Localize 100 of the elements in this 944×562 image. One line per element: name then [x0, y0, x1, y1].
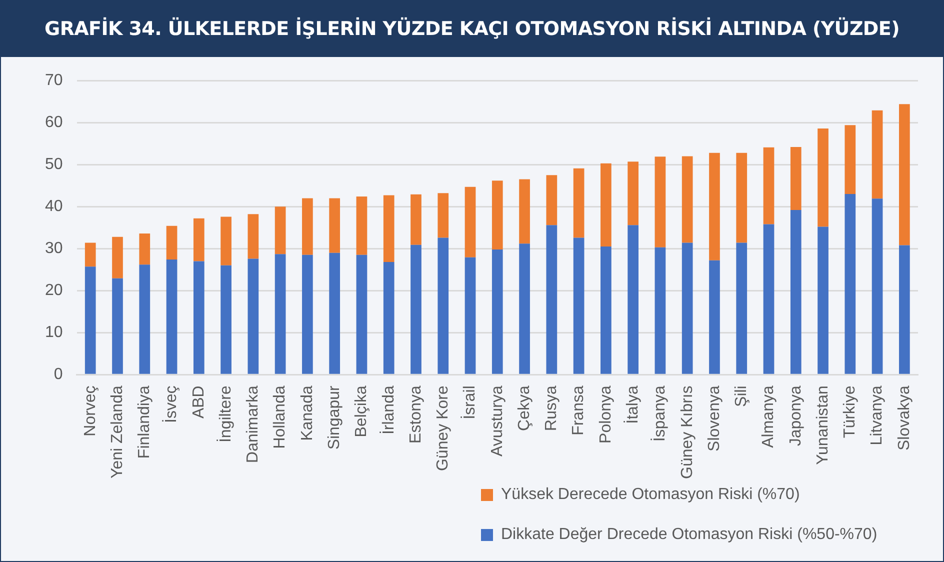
- x-tick-label: Çekya: [516, 386, 533, 431]
- bar: [220, 265, 232, 374]
- x-tick-label: Avusturya: [488, 386, 506, 456]
- bar: [818, 128, 828, 227]
- bar: [383, 195, 394, 262]
- bar: [872, 198, 883, 374]
- bar: [248, 214, 259, 259]
- x-tick-label: İspanya: [650, 386, 669, 442]
- bar: [600, 246, 612, 374]
- bar: [464, 257, 476, 374]
- x-tick-label: Kanada: [298, 386, 316, 441]
- bar: [573, 168, 584, 238]
- x-tick-label: Polonya: [597, 386, 614, 444]
- y-tick-label: 60: [45, 114, 63, 132]
- bar: [464, 186, 476, 258]
- bar: [844, 194, 856, 374]
- bar: [410, 244, 422, 374]
- bar: [193, 218, 204, 262]
- bar: [818, 226, 828, 374]
- x-tick-label: İngiltere: [216, 386, 234, 443]
- bar: [438, 193, 449, 238]
- x-tick-label: İrlanda: [379, 386, 398, 435]
- bar: [628, 225, 639, 374]
- bar: [763, 224, 774, 374]
- chart-title: GRAFİK 34. ÜLKELERDE İŞLERİN YÜZDE KAÇI OTOMASYON RİSKİ ALTINDA (YÜZDE): [1, 1, 943, 57]
- x-tick-label: Finlandiya: [136, 386, 154, 459]
- bar: [139, 233, 150, 265]
- x-tick-label: Şili: [733, 386, 750, 407]
- bar: [573, 238, 584, 374]
- bar: [654, 156, 666, 248]
- bar: [654, 247, 666, 374]
- x-tick-label: Rusya: [543, 386, 560, 431]
- x-tick-label: Norveç: [82, 386, 99, 436]
- x-tick-label: Yeni Zelanda: [108, 386, 126, 478]
- bar: [112, 236, 123, 278]
- bar: [790, 146, 802, 210]
- bar: [248, 258, 259, 374]
- x-tick-label: Singapur: [326, 384, 343, 450]
- x-tick-label: Türkiye: [842, 386, 859, 438]
- bar: [736, 242, 748, 374]
- y-tick-label: 10: [45, 324, 63, 342]
- x-tick-label: İsveç: [162, 386, 180, 423]
- bar: [329, 198, 340, 253]
- y-tick-label: 30: [45, 240, 63, 258]
- x-tick-label: Estonya: [407, 386, 424, 444]
- bar: [438, 238, 449, 374]
- bar: [600, 163, 612, 247]
- bar: [546, 175, 558, 226]
- x-tick-label: Belçika: [353, 386, 370, 438]
- bar: [193, 261, 204, 374]
- bar: [410, 194, 422, 245]
- y-tick-label: 70: [45, 72, 63, 90]
- bar: [763, 147, 774, 224]
- bar: [682, 156, 693, 243]
- bar: [899, 245, 910, 374]
- bar: [84, 242, 96, 267]
- y-tick-label: 40: [45, 198, 63, 216]
- bar: [736, 152, 748, 243]
- bar: [220, 216, 232, 266]
- x-tick-label: Almanya: [760, 386, 778, 448]
- x-tick-label: İsrail: [460, 386, 479, 420]
- x-tick-label: ABD: [190, 386, 208, 419]
- bar: [166, 260, 178, 374]
- bar: [383, 262, 394, 374]
- x-tick-label: Japonya: [787, 386, 804, 446]
- bar: [356, 196, 368, 255]
- bar: [274, 254, 286, 374]
- x-tick-label: Litvanya: [868, 386, 886, 446]
- bar: [519, 179, 530, 244]
- bar: [302, 198, 313, 255]
- bar: [274, 206, 286, 254]
- bar: [84, 266, 96, 374]
- bar: [329, 252, 340, 374]
- x-tick-label: Slovenya: [706, 386, 723, 452]
- x-tick-label: Yunanistan: [814, 386, 832, 465]
- bar: [790, 210, 802, 374]
- x-tick-label: Danimarka: [244, 386, 262, 463]
- legend-label: Dikkate Değer Drecede Otomasyon Riski (%50-%70): [501, 526, 878, 544]
- bar: [492, 180, 503, 250]
- legend-label: Yüksek Derecede Otomasyon Riski (%70): [501, 486, 800, 504]
- bar: [899, 104, 910, 246]
- bar: [844, 125, 856, 194]
- bar: [139, 264, 150, 374]
- x-tick-label: Fransa: [570, 386, 588, 436]
- bar: [709, 260, 720, 374]
- bar: [519, 244, 530, 374]
- bar: [112, 278, 123, 374]
- x-tick-label: İtalya: [623, 386, 642, 424]
- bar: [166, 226, 178, 260]
- x-tick-label: Hollanda: [272, 386, 289, 449]
- bar: [302, 254, 313, 374]
- bar: [628, 162, 639, 226]
- bar: [872, 110, 883, 199]
- y-tick-label: 20: [45, 282, 63, 300]
- x-tick-label: Slovakya: [896, 386, 913, 451]
- y-tick-label: 50: [45, 156, 63, 174]
- y-tick-label: 0: [54, 366, 63, 384]
- bar: [546, 225, 558, 374]
- bar: [356, 254, 368, 374]
- bar: [682, 242, 693, 374]
